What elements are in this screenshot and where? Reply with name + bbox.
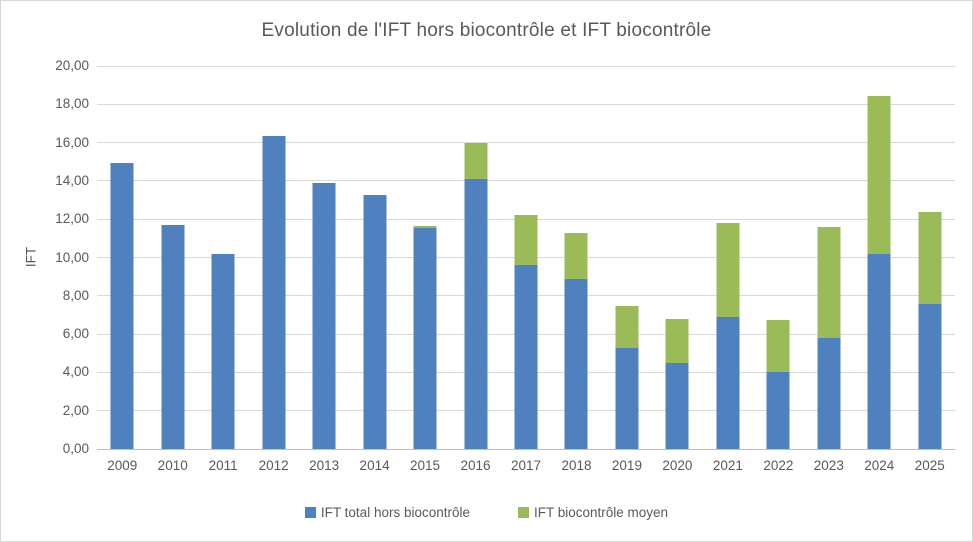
legend-label: IFT total hors biocontrôle xyxy=(320,505,470,520)
bar-2012-hors-biocontrole xyxy=(262,135,286,449)
bar-2016-biocontrole xyxy=(464,142,488,179)
bar-2017-biocontrole xyxy=(514,215,538,266)
bar-2024-hors-biocontrole xyxy=(867,253,891,449)
x-tick-label: 2020 xyxy=(662,458,693,473)
y-tick-label: 4,00 xyxy=(62,364,89,380)
bar-2022-hors-biocontrole xyxy=(766,372,790,449)
chart-title: Evolution de l'IFT hors biocontrôle et I… xyxy=(261,20,712,41)
bar-2010-hors-biocontrole xyxy=(161,224,185,449)
x-tick-label: 2021 xyxy=(712,458,743,473)
y-tick-label: 0,00 xyxy=(62,441,89,456)
bar-2025-biocontrole xyxy=(918,211,942,305)
x-tick-label: 2016 xyxy=(460,458,491,473)
bar-2009-hors-biocontrole xyxy=(110,162,134,449)
y-tick-label: 20,00 xyxy=(55,58,89,73)
x-tick-label: 2011 xyxy=(208,458,238,473)
bar-2019-hors-biocontrole xyxy=(615,347,639,449)
legend-swatch-icon xyxy=(304,507,316,518)
x-tick-label: 2022 xyxy=(763,458,794,473)
bar-2017-hors-biocontrole xyxy=(514,265,538,449)
bar-2013-hors-biocontrole xyxy=(312,182,336,449)
x-tick-label: 2024 xyxy=(864,458,895,473)
gridline xyxy=(97,142,955,144)
bar-2021-biocontrole xyxy=(716,223,740,317)
bar-2014-hors-biocontrole xyxy=(363,195,387,449)
bar-2015-biocontrole xyxy=(413,225,437,228)
bar-2025-hors-biocontrole xyxy=(918,304,942,449)
legend-swatch-icon xyxy=(518,507,529,518)
x-tick-label: 2009 xyxy=(107,458,138,473)
y-tick-label: 18,00 xyxy=(55,96,89,112)
bar-2015-hors-biocontrole xyxy=(413,227,437,449)
x-tick-label: 2019 xyxy=(611,458,642,473)
bar-2020-biocontrole xyxy=(665,318,689,363)
x-tick-label: 2018 xyxy=(561,458,592,473)
plot-area xyxy=(97,65,955,450)
bar-2018-hors-biocontrole xyxy=(564,278,588,449)
x-tick-label: 2017 xyxy=(510,458,542,473)
x-tick-label: 2013 xyxy=(309,458,340,473)
legend: IFT total hors biocontrôle IFT biocontrôl… xyxy=(1,505,972,520)
y-tick-label: 14,00 xyxy=(55,172,89,188)
bar-2024-biocontrole xyxy=(867,95,891,254)
legend-label: IFT biocontrôle moyen xyxy=(534,505,669,520)
y-tick-label: 10,00 xyxy=(55,249,89,265)
x-tick-label: 2014 xyxy=(359,458,390,473)
gridline xyxy=(97,180,955,182)
legend-item-biocontrole: IFT biocontrôle moyen xyxy=(518,505,668,520)
x-axis-line xyxy=(97,448,955,450)
bar-2022-biocontrole xyxy=(766,319,790,373)
bar-2023-biocontrole xyxy=(817,226,841,338)
x-tick-label: 2025 xyxy=(914,458,945,473)
x-tick-label: 2012 xyxy=(258,458,289,473)
bar-2018-biocontrole xyxy=(564,232,588,279)
y-tick-label: 6,00 xyxy=(62,326,89,342)
bar-2023-hors-biocontrole xyxy=(817,337,841,449)
bar-2016-hors-biocontrole xyxy=(464,179,488,449)
x-axis-labels: 2009 2010 2011 2012 2013 2014 2015 2016 2017 2018… xyxy=(97,458,955,478)
bar-2020-hors-biocontrole xyxy=(665,362,689,449)
bar-2021-hors-biocontrole xyxy=(716,316,740,449)
gridline xyxy=(97,103,955,105)
y-tick-label: 12,00 xyxy=(55,211,89,227)
legend-item-hors-biocontrole: IFT total hors biocontrôle xyxy=(304,505,470,520)
y-tick-label: 8,00 xyxy=(62,287,89,303)
gridline xyxy=(97,65,955,67)
x-tick-label: 2023 xyxy=(813,458,844,473)
y-tick-label: 16,00 xyxy=(55,134,89,150)
x-tick-label: 2010 xyxy=(157,458,188,473)
bar-2011-hors-biocontrole xyxy=(211,253,235,449)
x-tick-label: 2015 xyxy=(410,458,441,473)
y-tick-label: 2,00 xyxy=(62,402,89,418)
y-axis-tick-labels: 0,00 2,00 4,00 6,00 8,00 10,00 12,00 14,00 16,00… xyxy=(1,58,89,456)
bar-2019-biocontrole xyxy=(615,306,639,348)
